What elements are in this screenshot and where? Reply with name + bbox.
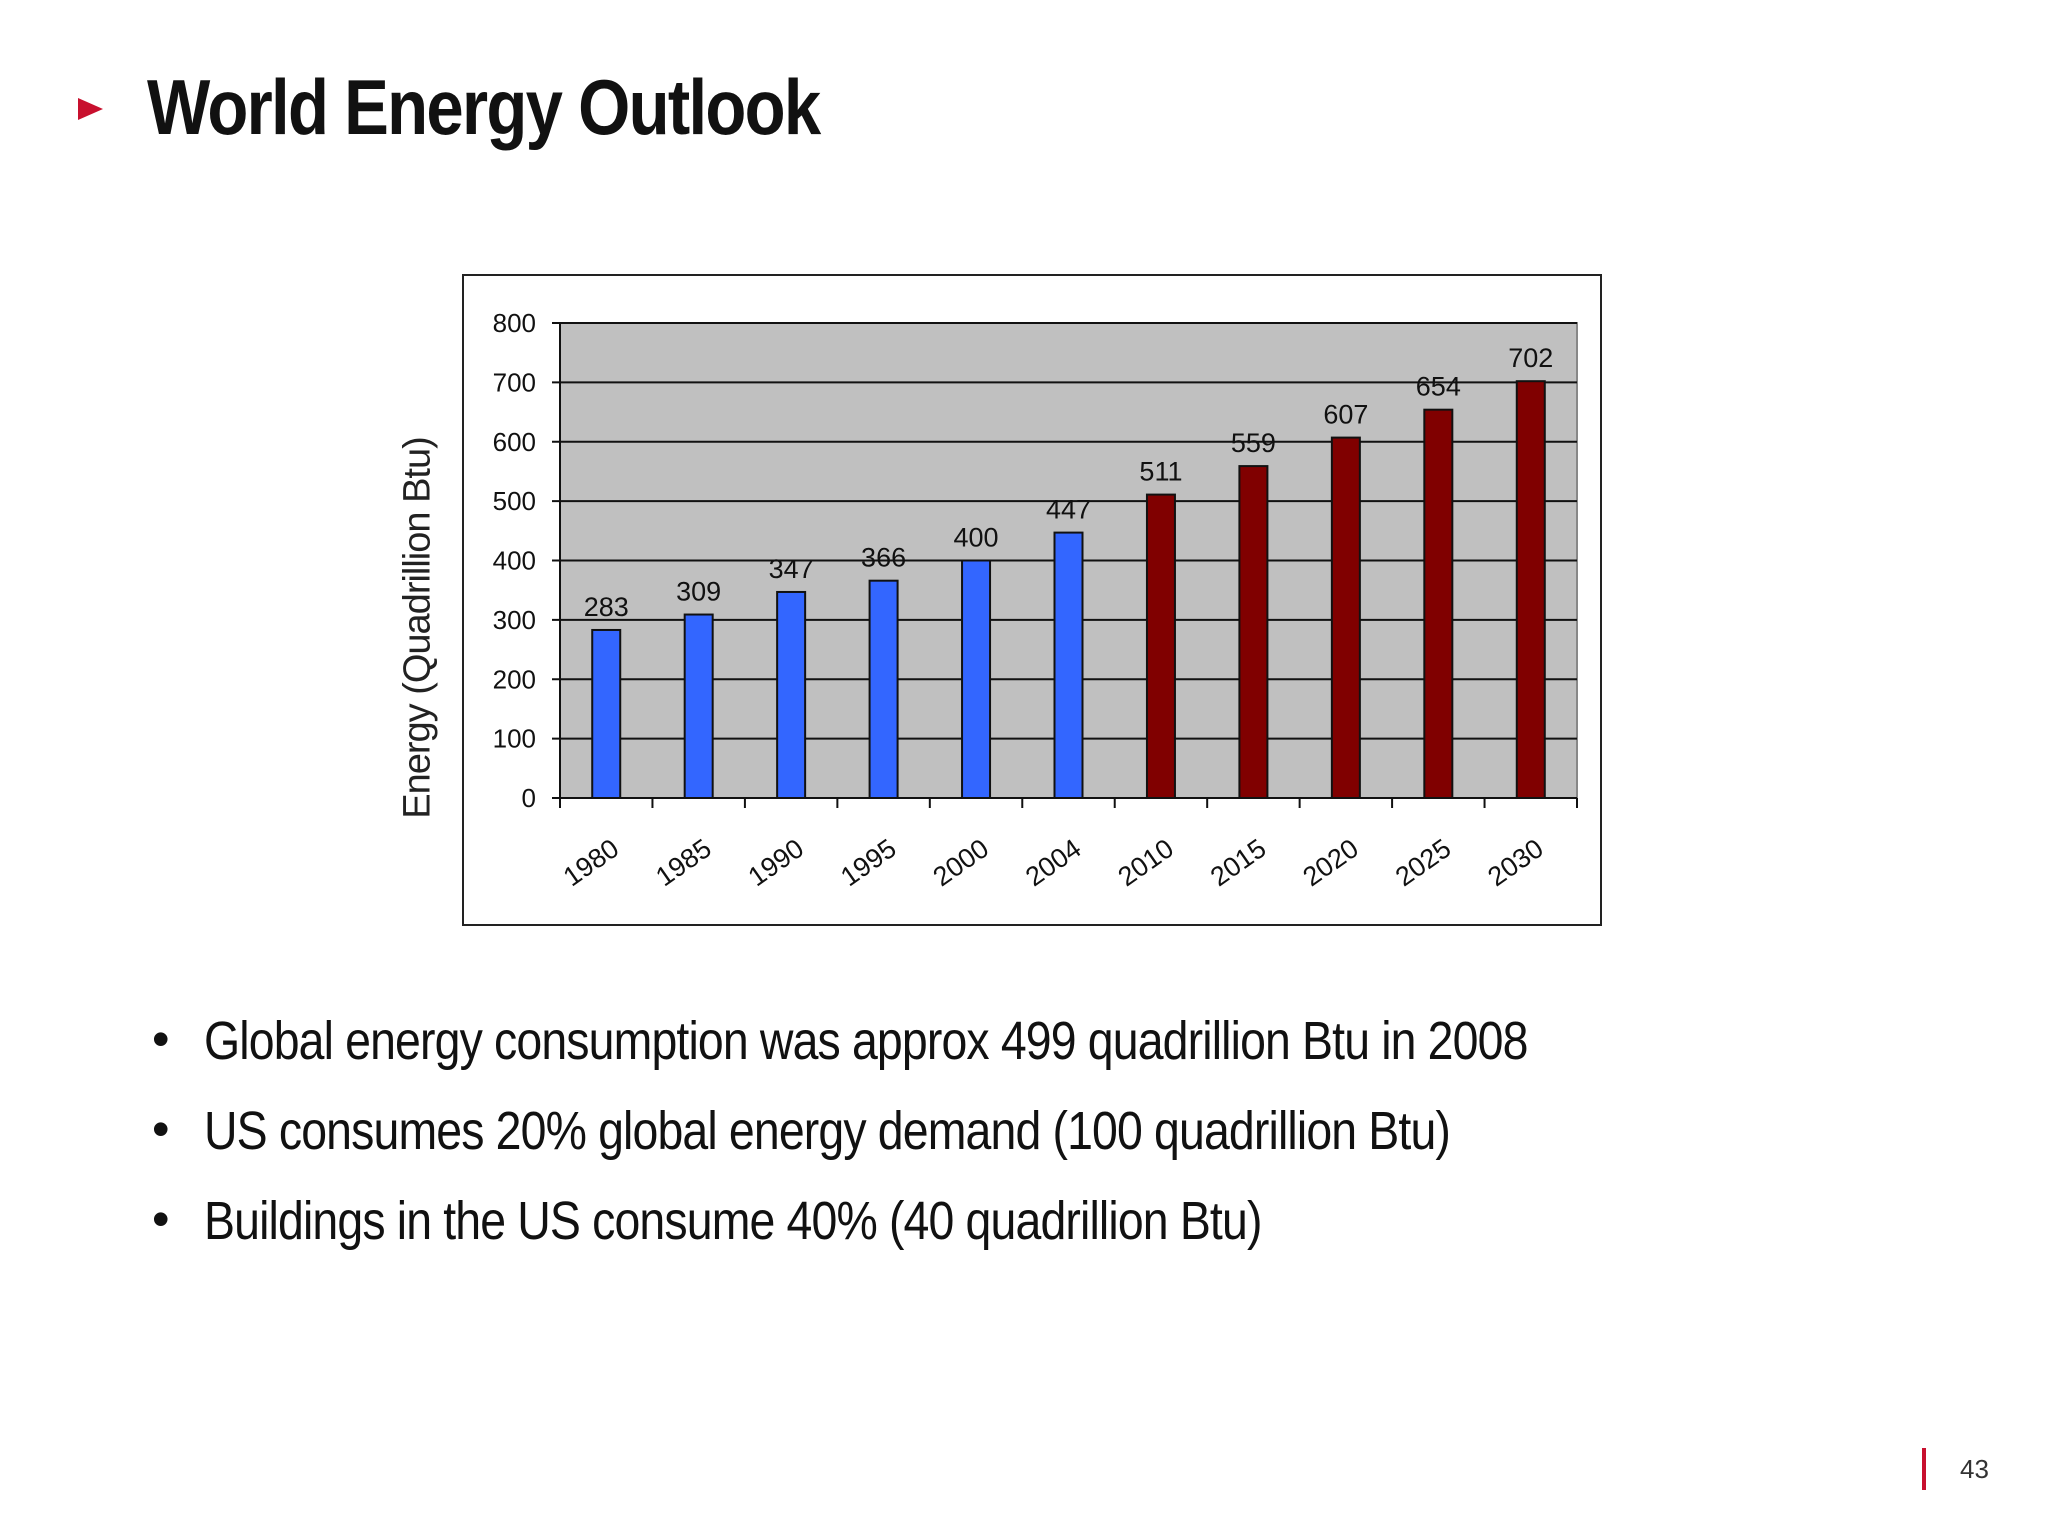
x-tick-label: 2000 bbox=[928, 833, 994, 892]
y-tick-label: 800 bbox=[493, 308, 536, 338]
x-tick-label: 1995 bbox=[835, 833, 901, 892]
bar bbox=[776, 590, 807, 799]
bar bbox=[1330, 436, 1361, 799]
y-tick-label: 0 bbox=[522, 783, 536, 813]
slide-title: World Energy Outlook bbox=[147, 63, 821, 151]
data-label: 309 bbox=[676, 577, 721, 607]
data-label: 447 bbox=[1046, 495, 1091, 525]
x-tick-label: 1980 bbox=[558, 833, 624, 892]
bullet-item: • Buildings in the US consume 40% (40 qua… bbox=[152, 1191, 1262, 1251]
page-number: 43 bbox=[1960, 1454, 1989, 1484]
bar bbox=[961, 559, 992, 799]
x-tick-label: 1990 bbox=[743, 833, 809, 892]
y-tick-label: 200 bbox=[493, 664, 536, 694]
data-label: 654 bbox=[1416, 372, 1461, 402]
bar bbox=[683, 613, 714, 799]
bullet-list: • Global energy consumption was approx 49… bbox=[148, 1010, 1743, 1280]
bullet-dot-icon: • bbox=[152, 1011, 169, 1067]
data-label: 283 bbox=[584, 592, 629, 622]
x-tick-label: 2020 bbox=[1297, 833, 1363, 892]
y-tick-label: 400 bbox=[493, 546, 536, 576]
bullet-dot-icon: • bbox=[152, 1101, 169, 1157]
x-tick-label: 2010 bbox=[1113, 833, 1179, 892]
data-label: 347 bbox=[769, 554, 814, 584]
title-arrow-icon bbox=[78, 98, 103, 120]
data-label: 702 bbox=[1508, 343, 1553, 373]
x-tick-label: 2025 bbox=[1390, 833, 1456, 892]
x-tick-label: 2015 bbox=[1205, 833, 1271, 892]
bar bbox=[1238, 465, 1269, 799]
x-tick-label: 2004 bbox=[1020, 833, 1086, 892]
data-label: 607 bbox=[1323, 400, 1368, 430]
y-tick-label: 300 bbox=[493, 605, 536, 635]
bullet-item: • Global energy consumption was approx 49… bbox=[152, 1011, 1528, 1071]
x-tick-label: 1985 bbox=[650, 833, 716, 892]
page-number-divider bbox=[1922, 1448, 1926, 1490]
data-label: 400 bbox=[954, 523, 999, 553]
x-tick-label: 2030 bbox=[1482, 833, 1548, 892]
y-tick-label: 100 bbox=[493, 724, 536, 754]
bar bbox=[1145, 493, 1176, 799]
bullet-dot-icon: • bbox=[152, 1191, 169, 1247]
bar bbox=[1515, 380, 1546, 799]
bar bbox=[591, 628, 622, 799]
y-tick-label: 700 bbox=[493, 367, 536, 397]
y-tick-label: 500 bbox=[493, 486, 536, 516]
data-label: 366 bbox=[861, 543, 906, 573]
data-label: 511 bbox=[1139, 457, 1182, 487]
data-label: 559 bbox=[1231, 428, 1276, 458]
bar bbox=[868, 579, 899, 799]
bar bbox=[1423, 408, 1454, 799]
bar bbox=[1053, 531, 1084, 799]
bullet-item: • US consumes 20% global energy demand (1… bbox=[152, 1101, 1451, 1161]
y-tick-label: 600 bbox=[493, 427, 536, 457]
